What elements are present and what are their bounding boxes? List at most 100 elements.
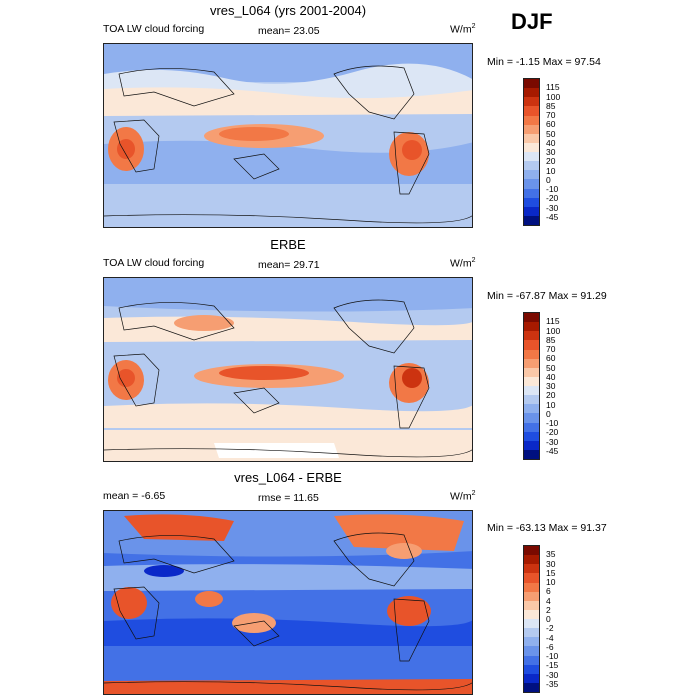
map-svg (104, 278, 472, 461)
colorbar-tick-label: -35 (546, 678, 559, 689)
contour-map (103, 510, 473, 695)
colorbar-tick-label: 85 (546, 334, 556, 345)
colorbar-tick-label: 6 (546, 586, 551, 597)
colorbar-tick-label: -4 (546, 632, 554, 643)
panel-title: ERBE (270, 237, 306, 252)
colorbar-tick-label: 40 (546, 371, 556, 382)
colorbar-tick-label: -2 (546, 623, 554, 634)
mean-label: mean= 23.05 (258, 25, 320, 37)
colorbar-tick-label: 100 (546, 91, 561, 102)
colorbar-swatch (524, 600, 539, 610)
colorbar-swatch (524, 106, 539, 116)
field-label: TOA LW cloud forcing (103, 257, 205, 269)
colorbar-swatch (524, 682, 539, 692)
colorbar-tick-label: 10 (546, 399, 556, 410)
colorbar-swatch (524, 142, 539, 152)
colorbar (523, 545, 540, 693)
rmse-label: rmse = 11.65 (258, 492, 319, 504)
field-label: TOA LW cloud forcing (103, 23, 205, 35)
colorbar-tick-label: -20 (546, 427, 559, 438)
colorbar-swatch (524, 313, 539, 323)
colorbar-tick-label: 30 (546, 558, 556, 569)
colorbar-tick-label: 50 (546, 128, 556, 139)
colorbar-swatch (524, 115, 539, 125)
colorbar-swatch (524, 555, 539, 565)
colorbar-swatch (524, 152, 539, 162)
colorbar-tick-label: 20 (546, 156, 556, 167)
colorbar-swatch (524, 628, 539, 638)
contour-map (103, 277, 473, 462)
colorbar-tick-label: 115 (546, 82, 560, 93)
colorbar-tick-label: -45 (546, 445, 559, 456)
panel-title: vres_L064 (yrs 2001-2004) (209, 3, 367, 18)
colorbar-tick-label: 4 (546, 595, 551, 606)
units-label: W/m2 (450, 257, 476, 270)
colorbar-swatch (524, 422, 539, 432)
colorbar-swatch (524, 349, 539, 359)
colorbar-swatch (524, 358, 539, 368)
mean-label: mean = -6.65 (103, 490, 166, 502)
minmax-label: Min = -67.87 Max = 91.29 (487, 290, 607, 302)
colorbar-swatch (524, 367, 539, 377)
colorbar-swatch (524, 646, 539, 656)
colorbar-tick-label: -45 (546, 211, 559, 222)
colorbar-swatch (524, 97, 539, 107)
colorbar-tick-label: 15 (546, 567, 556, 578)
colorbar-swatch (524, 619, 539, 629)
colorbar-tick-label: 10 (546, 577, 556, 587)
colorbar-swatch (524, 582, 539, 592)
colorbar-tick-label: 0 (546, 408, 551, 419)
colorbar-tick-label: -30 (546, 202, 559, 213)
colorbar-swatch (524, 573, 539, 583)
colorbar-tick-label: 0 (546, 614, 551, 624)
colorbar-swatch (524, 395, 539, 405)
colorbar-swatch (524, 79, 539, 89)
colorbar-swatch (524, 546, 539, 556)
colorbar-swatch (524, 413, 539, 423)
colorbar-tick-label: -20 (546, 193, 559, 204)
season-label: DJF (511, 9, 553, 34)
colorbar-swatch (524, 188, 539, 198)
colorbar-tick-label: 0 (546, 174, 551, 185)
contour-map (103, 43, 473, 228)
colorbar-swatch (524, 564, 539, 574)
colorbar-swatch (524, 124, 539, 134)
colorbar-tick-label: 50 (546, 362, 556, 373)
colorbar (523, 78, 540, 226)
colorbar-swatch (524, 404, 539, 414)
colorbar-tick-label: 30 (546, 147, 556, 157)
colorbar-tick-label: -15 (546, 660, 559, 671)
units-label: W/m2 (450, 23, 476, 36)
colorbar-tick-label: 70 (546, 344, 556, 354)
colorbar-tick-label: 70 (546, 110, 556, 120)
colorbar-tick-label: 85 (546, 100, 556, 111)
colorbar-swatch (524, 449, 539, 459)
colorbar-swatch (524, 591, 539, 601)
colorbar-swatch (524, 431, 539, 441)
colorbar-swatch (524, 376, 539, 386)
colorbar-tick-label: 115 (546, 316, 560, 327)
colorbar-tick-label: 60 (546, 119, 556, 130)
colorbar-swatch (524, 215, 539, 225)
colorbar-swatch (524, 179, 539, 189)
colorbar-tick-label: -10 (546, 184, 559, 194)
colorbar-tick-label: 100 (546, 325, 561, 336)
colorbar-swatch (524, 440, 539, 450)
colorbar-tick-label: 40 (546, 137, 556, 148)
units-label: W/m2 (450, 490, 476, 503)
colorbar-swatch (524, 655, 539, 665)
colorbar-swatch (524, 331, 539, 341)
map-svg (104, 44, 472, 227)
colorbar-tick-label: 10 (546, 165, 556, 176)
colorbar-swatch (524, 340, 539, 350)
colorbar-tick-label: 20 (546, 390, 556, 401)
colorbar-tick-label: -10 (546, 418, 559, 428)
colorbar-tick-label: 60 (546, 353, 556, 364)
colorbar-swatch (524, 386, 539, 396)
colorbar-tick-label: 2 (546, 604, 551, 615)
colorbar-swatch (524, 664, 539, 674)
colorbar-swatch (524, 637, 539, 647)
colorbar-swatch (524, 322, 539, 332)
colorbar-swatch (524, 197, 539, 207)
colorbar-tick-label: -30 (546, 669, 559, 680)
